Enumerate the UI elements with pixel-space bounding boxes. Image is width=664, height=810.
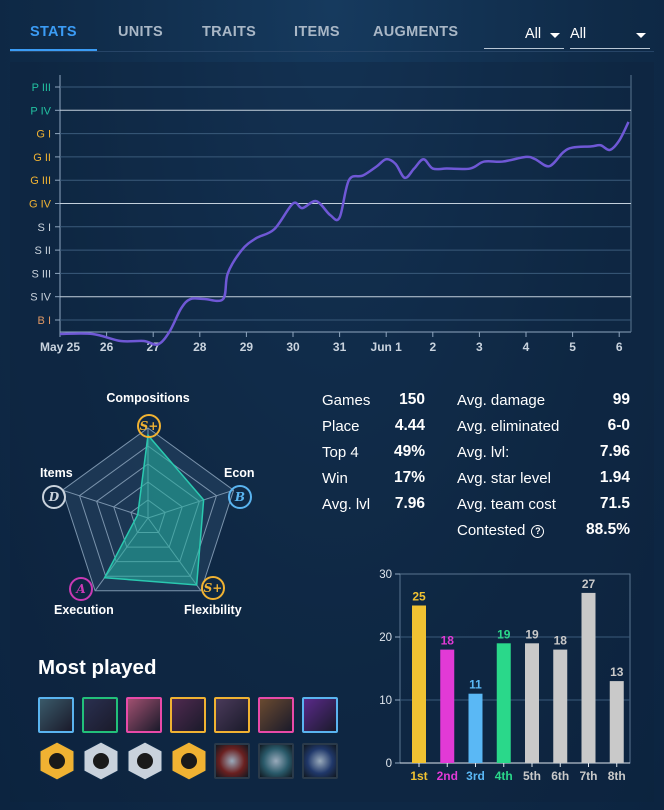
trait-emblem	[137, 753, 153, 769]
tab-items[interactable]: ITEMS	[294, 24, 340, 40]
tab-traits[interactable]: TRAITS	[202, 24, 257, 40]
x-tick-label: Jun 1	[371, 340, 403, 354]
y-tick-label: P IV	[30, 105, 51, 117]
stat-label-text: Contested	[457, 522, 526, 539]
y-tick-label: P III	[32, 82, 51, 94]
chevron-down-icon	[636, 33, 646, 38]
x-tick-label: 2	[429, 340, 436, 354]
stat-label: Avg. lvl	[322, 496, 371, 513]
y-tick-label: S I	[38, 222, 51, 234]
question-circle-icon[interactable]: ?	[531, 525, 545, 538]
champion-1-portrait[interactable]	[38, 697, 74, 733]
x-tick-label: 26	[100, 340, 114, 354]
active-tab-underline	[10, 49, 97, 51]
item-2-icon[interactable]	[258, 743, 294, 779]
tab-units[interactable]: UNITS	[118, 24, 163, 40]
stat-value: 71.5	[599, 495, 630, 512]
trait-emblem	[93, 753, 109, 769]
rank-history-chart: P III P IV G I G II G III G IV S I S II S III S I…	[29, 75, 632, 354]
stat-label: Avg. eliminated	[457, 418, 559, 435]
grade-badge: A	[69, 577, 93, 601]
radar-axis-label: Compositions	[106, 391, 190, 405]
rank-line	[59, 121, 630, 347]
filter-select-1[interactable]: All	[484, 24, 564, 49]
rose-trait-icon[interactable]	[82, 741, 120, 781]
arch-trait-icon[interactable]	[126, 741, 164, 781]
most-played-title: Most played	[38, 656, 157, 679]
radar-axis-label: Execution	[54, 603, 114, 617]
champion-3-portrait[interactable]	[126, 697, 162, 733]
champion-6-portrait[interactable]	[258, 697, 294, 733]
filter-select-2[interactable]: All	[570, 24, 650, 49]
stat-label: Place	[322, 418, 360, 435]
y-tick-label: G I	[36, 129, 51, 141]
stat-label: Contested?	[457, 522, 545, 539]
stat-label: Games	[322, 392, 371, 409]
stat-value: 7.96	[394, 495, 425, 512]
stat-value: 99	[612, 391, 630, 408]
grade-badge: D	[42, 485, 66, 509]
x-tick-label: May 25	[40, 340, 80, 354]
filter-select-1-value: All	[525, 26, 542, 42]
stat-label: Avg. damage	[457, 392, 545, 409]
y-tick-label: B I	[38, 315, 51, 327]
stat-value: 150	[399, 391, 425, 408]
y-tick-label: G IV	[29, 199, 52, 211]
champion-2-portrait[interactable]	[82, 697, 118, 733]
trait-emblem	[181, 753, 197, 769]
champion-7-portrait[interactable]	[302, 697, 338, 733]
y-tick-label: S II	[34, 245, 51, 257]
x-tick-label: 29	[240, 340, 254, 354]
stat-label-text: Avg. star level	[457, 470, 551, 487]
stat-label-text: Avg. team cost	[457, 496, 556, 513]
grade-badge: S+	[201, 576, 225, 600]
stat-label: Top 4	[322, 444, 359, 461]
x-tick-label: 30	[286, 340, 300, 354]
x-tick-label: 3	[476, 340, 483, 354]
rose-trait-icon[interactable]	[38, 741, 76, 781]
stat-value: 49%	[393, 443, 425, 460]
stat-value: 4.44	[394, 417, 425, 434]
x-tick-label: 6	[616, 340, 623, 354]
y-tick-label: G III	[30, 175, 51, 187]
stat-label: Avg. lvl:	[457, 444, 509, 461]
stat-value: 88.5%	[586, 521, 630, 538]
tab-augments[interactable]: AUGMENTS	[373, 24, 459, 40]
stat-label: Avg. star level	[457, 470, 551, 487]
champion-4-portrait[interactable]	[170, 697, 206, 733]
x-tick-label: 28	[193, 340, 207, 354]
stat-label-text: Avg. damage	[457, 392, 546, 409]
champion-5-portrait[interactable]	[214, 697, 250, 733]
stat-value: 1.94	[599, 469, 630, 486]
grade-badge: B	[228, 485, 252, 509]
grade-badge: S+	[137, 414, 161, 438]
radar-axis-label: Items	[40, 466, 73, 480]
radar-axis-label: Econ	[224, 466, 255, 480]
filter-select-2-value: All	[570, 26, 587, 42]
stat-label: Avg. team cost	[457, 496, 556, 513]
tab-bar: STATS UNITS TRAITS ITEMS AUGMENTS All Al…	[0, 0, 664, 54]
trait-emblem	[49, 753, 65, 769]
stat-label-text: Avg. lvl:	[457, 444, 510, 461]
y-tick-label: S IV	[30, 292, 51, 304]
item-3-icon[interactable]	[302, 743, 338, 779]
tab-divider	[10, 51, 654, 52]
stat-value: 6-0	[607, 417, 630, 434]
y-tick-label: G II	[33, 152, 51, 164]
item-1-icon[interactable]	[214, 743, 250, 779]
radar-axis-label: Flexibility	[184, 603, 242, 617]
crown-trait-icon[interactable]	[170, 741, 208, 781]
stat-label-text: Avg. eliminated	[457, 418, 560, 435]
x-tick-label: 31	[333, 340, 347, 354]
chevron-down-icon	[550, 33, 560, 38]
x-tick-label: 4	[523, 340, 530, 354]
y-tick-label: S III	[31, 268, 51, 280]
stat-value: 17%	[393, 469, 425, 486]
x-tick-label: 5	[569, 340, 576, 354]
stat-label: Win	[322, 470, 348, 487]
stat-value: 7.96	[599, 443, 630, 460]
tab-stats[interactable]: STATS	[30, 24, 77, 40]
